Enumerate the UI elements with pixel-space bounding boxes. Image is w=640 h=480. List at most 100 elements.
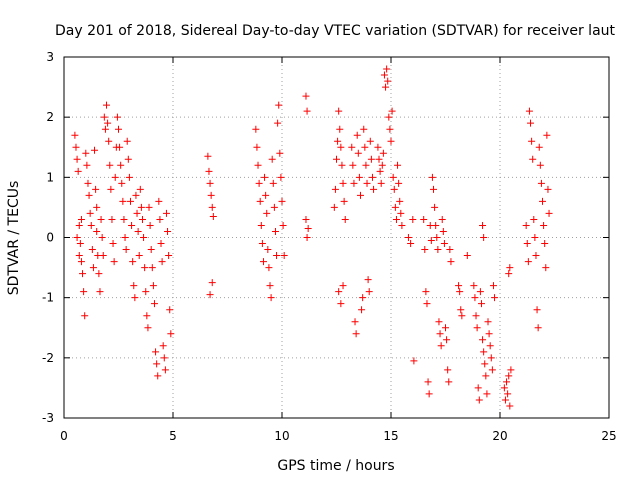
data-point xyxy=(117,161,125,169)
data-point xyxy=(374,143,382,151)
data-point xyxy=(501,396,509,404)
data-point xyxy=(275,101,283,109)
data-point xyxy=(530,215,538,223)
data-point xyxy=(544,185,552,193)
y-tick-label: -2 xyxy=(42,351,54,365)
data-point xyxy=(129,258,137,266)
data-point xyxy=(98,234,106,241)
data-point xyxy=(100,113,108,121)
data-point xyxy=(424,378,432,386)
data-point xyxy=(404,234,412,241)
data-point xyxy=(340,197,348,205)
data-point xyxy=(482,372,490,380)
data-point xyxy=(149,282,157,290)
y-axis-label: SDTVAR / TECUs xyxy=(6,181,22,296)
data-point xyxy=(147,246,155,254)
x-tick-label: 10 xyxy=(274,429,289,443)
data-point xyxy=(388,107,396,115)
data-point xyxy=(410,357,418,365)
data-point xyxy=(481,360,489,368)
data-point xyxy=(395,179,403,187)
data-point xyxy=(111,173,119,181)
data-point xyxy=(101,125,109,133)
data-point xyxy=(145,203,153,211)
data-point xyxy=(435,318,443,326)
data-point xyxy=(439,227,447,235)
data-point xyxy=(258,240,266,248)
data-point xyxy=(91,146,99,154)
data-point xyxy=(113,113,121,121)
data-point xyxy=(470,282,478,290)
data-point xyxy=(280,252,288,260)
data-point xyxy=(267,294,275,302)
data-point xyxy=(352,330,360,338)
data-point xyxy=(89,264,97,272)
data-point xyxy=(208,203,216,211)
data-point xyxy=(528,137,536,145)
data-point xyxy=(277,173,285,181)
data-point xyxy=(431,203,439,211)
data-point xyxy=(522,221,530,229)
data-point xyxy=(103,101,111,109)
data-point xyxy=(75,252,83,260)
data-point xyxy=(437,342,445,350)
data-point xyxy=(76,240,84,248)
data-point xyxy=(361,143,369,151)
plot-area xyxy=(63,56,610,419)
data-point xyxy=(457,306,465,314)
data-point xyxy=(500,384,508,392)
data-point xyxy=(126,197,134,205)
data-point xyxy=(479,221,487,229)
data-point xyxy=(338,161,346,169)
data-point xyxy=(158,258,166,266)
data-point xyxy=(491,294,499,302)
data-point xyxy=(366,137,374,145)
data-point xyxy=(261,173,269,181)
data-point xyxy=(77,258,85,266)
data-point xyxy=(433,234,441,241)
data-point xyxy=(208,279,216,287)
data-point xyxy=(398,221,406,229)
data-point xyxy=(337,300,345,308)
data-point xyxy=(351,318,359,326)
data-point xyxy=(407,240,415,248)
data-point xyxy=(476,288,484,296)
data-point xyxy=(255,179,263,187)
data-point xyxy=(434,246,442,254)
data-point xyxy=(397,209,405,217)
data-point xyxy=(335,107,343,115)
data-point xyxy=(445,378,453,386)
data-point xyxy=(444,366,452,374)
data-point xyxy=(302,92,310,100)
data-point xyxy=(330,203,338,211)
data-point xyxy=(379,149,387,157)
data-point xyxy=(360,125,368,133)
data-point xyxy=(488,366,496,374)
data-point xyxy=(77,215,85,223)
data-point xyxy=(93,227,101,235)
data-point xyxy=(532,252,540,260)
data-point xyxy=(394,161,402,169)
data-point xyxy=(540,221,548,229)
data-point xyxy=(506,402,514,410)
data-point xyxy=(477,300,485,308)
data-point xyxy=(264,246,272,254)
data-point xyxy=(276,149,284,157)
data-point xyxy=(423,300,431,308)
data-point xyxy=(118,179,126,187)
data-point xyxy=(436,330,444,338)
data-point xyxy=(99,252,107,260)
x-tick-label: 5 xyxy=(169,429,177,443)
data-point xyxy=(442,324,449,332)
data-point xyxy=(87,221,95,229)
data-point xyxy=(96,288,104,296)
data-point xyxy=(363,179,371,187)
data-point xyxy=(72,143,80,151)
data-point xyxy=(529,155,537,163)
data-point xyxy=(85,191,93,199)
data-point xyxy=(105,137,113,145)
data-point xyxy=(141,264,149,272)
data-point xyxy=(479,336,487,344)
data-point xyxy=(337,143,345,151)
data-point xyxy=(131,294,139,302)
